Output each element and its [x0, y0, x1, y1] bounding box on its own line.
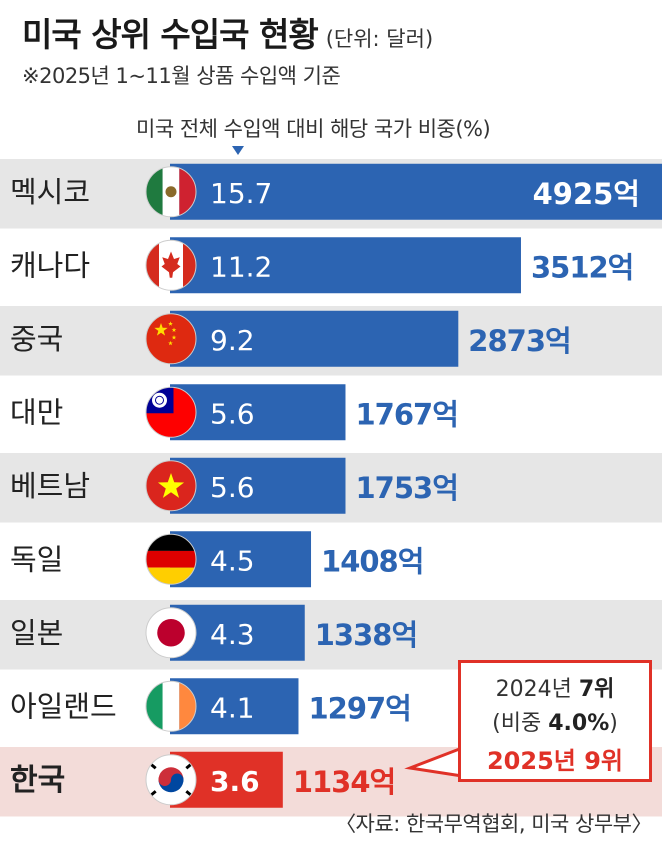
mexico-flag-icon — [145, 166, 197, 218]
korea-flag-icon — [145, 754, 197, 806]
amount-label: 1753억 — [355, 471, 457, 505]
bar — [170, 237, 521, 294]
amount-label: 1408억 — [321, 544, 423, 578]
flag-body — [146, 460, 196, 511]
flag-red-disc — [157, 619, 185, 647]
ireland-flag-icon — [145, 680, 197, 732]
flag-star — [168, 340, 173, 346]
canada-flag-icon — [145, 239, 197, 291]
flag-body — [146, 313, 196, 364]
vietnam-flag-icon — [145, 460, 197, 512]
category-label: 대만 — [10, 395, 63, 429]
bar — [170, 457, 346, 514]
flag-red — [179, 166, 196, 217]
value-label: 5.6 — [210, 397, 255, 430]
flag-body — [146, 534, 196, 585]
flag-outline — [145, 386, 197, 438]
share-arrow-icon — [232, 146, 244, 155]
flag-green — [146, 166, 163, 217]
value-label: 15.7 — [210, 177, 272, 210]
flag-green — [146, 681, 163, 732]
amount-label: 3512억 — [531, 250, 633, 284]
flag-outline — [145, 754, 197, 806]
category-label: 한국 — [10, 763, 65, 798]
flag-outline — [145, 313, 197, 365]
flag-red — [146, 550, 196, 568]
flag-star — [168, 321, 173, 326]
amount-label: 4925억 — [533, 177, 640, 211]
germany-flag-icon — [145, 533, 197, 585]
value-label: 4.5 — [210, 544, 255, 577]
source-note: 〈자료: 한국무역협회, 미국 상무부〉 — [335, 812, 652, 836]
flag-outline — [145, 166, 197, 218]
maple-leaf — [161, 251, 181, 278]
flag-star — [157, 473, 185, 498]
taeguk-red-lobe — [158, 773, 171, 786]
flag-white — [162, 681, 180, 732]
category-label: 멕시코 — [10, 175, 90, 209]
flag-outline — [145, 533, 197, 585]
rank-callout: 2024년 7위 (비중 4.0%) 2025년 9위 — [404, 660, 652, 782]
amount-label: 1767억 — [355, 397, 457, 431]
flag-emblem — [165, 186, 177, 198]
category-label: 아일랜드 — [10, 689, 117, 723]
value-label: 4.3 — [210, 618, 255, 651]
callout-box: 2024년 7위 (비중 4.0%) 2025년 9위 — [458, 660, 652, 782]
callout-prev-rank: 2024년 7위 — [495, 677, 615, 702]
flag-star — [171, 335, 177, 340]
bar — [170, 310, 459, 367]
flag-body — [146, 607, 196, 658]
flag-star — [154, 323, 168, 336]
flag-body — [146, 754, 196, 805]
amount-label: 1134억 — [293, 765, 395, 799]
value-label: 4.1 — [210, 691, 255, 724]
share-note: 미국 전체 수입액 대비 해당 국가 비중(%) — [136, 117, 491, 141]
flag-red — [146, 313, 196, 364]
flag-outline — [145, 680, 197, 732]
amount-label: 1338억 — [315, 618, 417, 652]
category-label: 중국 — [10, 322, 63, 356]
value-label: 5.6 — [210, 471, 255, 504]
title-block: 미국 상위 수입국 현황 (단위: 달러) — [22, 8, 433, 56]
unit-label: (단위: 달러) — [325, 27, 434, 51]
value-label: 11.2 — [210, 250, 272, 283]
flag-outline — [145, 239, 197, 291]
amount-label: 1297억 — [308, 691, 410, 725]
flag-sun-core — [156, 396, 163, 404]
page-title: 미국 상위 수입국 현황 — [22, 15, 319, 54]
flag-body — [146, 387, 196, 438]
value-label: 9.2 — [210, 324, 255, 357]
taiwan-flag-icon — [145, 386, 197, 438]
flag-body — [146, 166, 196, 217]
amount-label: 2873억 — [468, 324, 570, 358]
value-label: 3.6 — [210, 765, 260, 798]
stripe-row-bg — [0, 600, 662, 670]
flag-body — [146, 681, 196, 732]
category-label: 독일 — [10, 542, 63, 576]
china-flag-icon — [145, 313, 197, 365]
category-label: 일본 — [10, 616, 63, 650]
flag-star — [171, 327, 177, 333]
flag-black — [146, 534, 196, 551]
japan-flag-icon — [145, 607, 197, 659]
flag-outline — [145, 607, 197, 659]
flag-gold — [146, 567, 196, 585]
subtitle: ※2025년 1~11월 상품 수입액 기준 — [22, 64, 341, 88]
callout-current-rank: 2025년 9위 — [486, 747, 623, 775]
flag-orange — [179, 681, 196, 732]
callout-prev-share: (비중 4.0%) — [492, 711, 618, 736]
taeguk-blue-lobe — [171, 773, 184, 786]
category-label: 베트남 — [10, 469, 90, 503]
bar — [170, 384, 346, 441]
category-label: 캐나다 — [10, 248, 90, 282]
flag-outline — [145, 460, 197, 512]
bar — [170, 163, 662, 220]
